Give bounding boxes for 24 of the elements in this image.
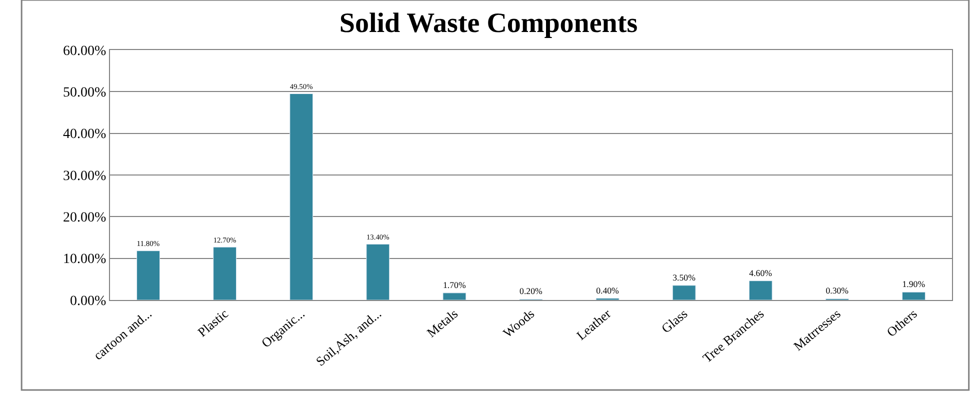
y-tick-label: 30.00% xyxy=(63,168,107,184)
bar xyxy=(442,292,466,300)
bar xyxy=(672,285,696,300)
y-tick-label: 0.00% xyxy=(70,294,107,309)
bar xyxy=(290,94,314,300)
bar xyxy=(136,250,160,300)
bar xyxy=(902,292,926,300)
data-label: 0.40% xyxy=(596,285,620,296)
y-tick-label: 10.00% xyxy=(63,252,107,268)
y-tick-label: 50.00% xyxy=(63,86,107,101)
bar xyxy=(748,280,772,300)
data-label: 1.90% xyxy=(902,279,926,290)
y-tick-label: 20.00% xyxy=(63,210,107,226)
data-label: 3.50% xyxy=(672,272,696,282)
chart-title: Solid Waste Components xyxy=(339,8,638,39)
y-tick-label: 60.00% xyxy=(63,44,107,59)
y-tick-label: 40.00% xyxy=(63,127,107,142)
data-label: 1.70% xyxy=(442,280,466,290)
data-label: 0.30% xyxy=(826,286,850,296)
data-label: 4.60% xyxy=(749,268,773,278)
x-tick-label: Glass xyxy=(658,306,690,336)
data-label: 0.20% xyxy=(520,286,543,296)
bar xyxy=(366,244,390,300)
bar xyxy=(213,246,237,300)
